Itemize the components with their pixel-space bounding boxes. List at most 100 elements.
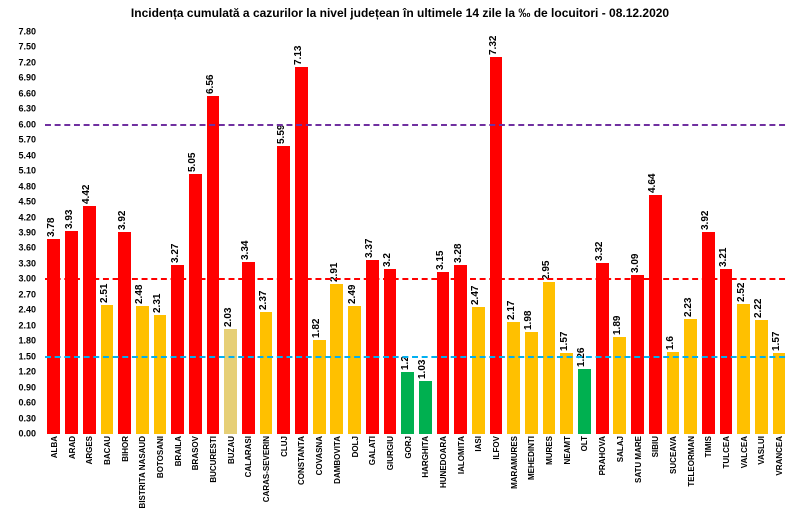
bar: 2.91 (330, 284, 343, 434)
bar-value-label: 3.93 (64, 210, 75, 229)
bar-slot: 7.32 (487, 32, 505, 434)
bar-slot: 2.37 (257, 32, 275, 434)
x-label-slot: PRAHOVA (593, 434, 611, 519)
incidence-chart: Incidența cumulată a cazurilor la nivel … (0, 0, 800, 519)
x-label-slot: COVASNA (310, 434, 328, 519)
bar: 1.82 (313, 340, 326, 434)
bar: 3.15 (437, 272, 450, 434)
bar-slot: 2.22 (753, 32, 771, 434)
bar-value-label: 4.64 (647, 173, 658, 192)
bar-slot: 3.34 (240, 32, 258, 434)
bar-value-label: 1.57 (771, 332, 782, 351)
x-label-slot: GORJ (399, 434, 417, 519)
y-tick-label: 0.00 (18, 430, 36, 439)
x-category-label: BIHOR (121, 436, 130, 462)
y-tick-label: 6.60 (18, 89, 36, 98)
bar-value-label: 2.51 (99, 283, 110, 302)
bar-value-label: 2.95 (541, 261, 552, 280)
bar-slot: 2.17 (505, 32, 523, 434)
x-category-label: GIURGIU (386, 436, 395, 470)
y-tick-label: 4.50 (18, 198, 36, 207)
bar-slot: 3.15 (434, 32, 452, 434)
bar: 1.57 (773, 353, 786, 434)
bar-value-label: 2.31 (152, 293, 163, 312)
bar-slot: 2.03 (222, 32, 240, 434)
x-category-label: SUCEAVA (669, 436, 678, 474)
x-category-label: BISTRITA NASAUD (138, 436, 147, 508)
bar: 1.57 (560, 353, 573, 434)
x-label-slot: IASI (470, 434, 488, 519)
bar-slot: 3.92 (116, 32, 134, 434)
bar: 2.95 (543, 282, 556, 434)
bar-slot: 1.26 (576, 32, 594, 434)
bar-value-label: 3.92 (117, 211, 128, 230)
bar: 3.93 (65, 231, 78, 434)
y-tick-label: 5.70 (18, 136, 36, 145)
y-tick-label: 2.40 (18, 306, 36, 315)
x-category-label: HARGHITA (421, 436, 430, 478)
x-category-label: CLUJ (280, 436, 289, 457)
bar-value-label: 2.91 (329, 263, 340, 282)
bar-value-label: 4.42 (81, 185, 92, 204)
bar: 3.78 (47, 239, 60, 434)
x-category-label: GALATI (368, 436, 377, 465)
x-label-slot: TELEORMAN (682, 434, 700, 519)
x-category-label: MARAMURES (510, 436, 519, 489)
bar: 4.42 (83, 206, 96, 434)
x-label-slot: BUCURESTI (204, 434, 222, 519)
bar-slot: 2.95 (540, 32, 558, 434)
bar: 3.2 (384, 269, 397, 434)
x-category-label: IASI (474, 436, 483, 452)
x-label-slot: VRANCEA (770, 434, 788, 519)
bar-value-label: 3.78 (46, 218, 57, 237)
y-tick-label: 2.10 (18, 321, 36, 330)
bar-slot: 3.32 (593, 32, 611, 434)
y-tick-label: 2.70 (18, 290, 36, 299)
x-category-label: SALAJ (616, 436, 625, 462)
bar-value-label: 3.28 (453, 244, 464, 263)
x-label-slot: ARAD (63, 434, 81, 519)
x-category-label: CONSTANTA (297, 436, 306, 485)
bar: 1.03 (419, 381, 432, 434)
x-category-label: COVASNA (315, 436, 324, 475)
bar-value-label: 1.98 (523, 311, 534, 330)
bar-slot: 2.47 (470, 32, 488, 434)
bar-value-label: 3.27 (170, 244, 181, 263)
x-label-slot: DOLJ (346, 434, 364, 519)
bar-slot: 6.56 (204, 32, 222, 434)
x-label-slot: CARAS-SEVERIN (257, 434, 275, 519)
x-category-label: TULCEA (722, 436, 731, 468)
bar-value-label: 1.26 (576, 348, 587, 367)
bar-slot: 3.37 (363, 32, 381, 434)
bar-slot: 3.92 (699, 32, 717, 434)
bar-slot: 2.23 (682, 32, 700, 434)
bar-slot: 3.93 (63, 32, 81, 434)
x-label-slot: SALAJ (611, 434, 629, 519)
bar-value-label: 5.59 (276, 124, 287, 143)
bar: 2.48 (136, 306, 149, 434)
bar-value-label: 2.37 (258, 290, 269, 309)
bar-slot: 2.91 (328, 32, 346, 434)
bar: 3.37 (366, 260, 379, 434)
bar-value-label: 2.23 (683, 298, 694, 317)
bar-slot: 3.78 (45, 32, 63, 434)
bar-slot: 5.05 (187, 32, 205, 434)
x-label-slot: MEHEDINTI (523, 434, 541, 519)
x-category-label: CALARASI (244, 436, 253, 477)
bar-value-label: 2.47 (470, 285, 481, 304)
x-category-label: SIBIU (651, 436, 660, 457)
bar-slot: 1.89 (611, 32, 629, 434)
bar: 2.37 (260, 312, 273, 434)
bar-slot: 1.6 (664, 32, 682, 434)
y-tick-label: 5.10 (18, 167, 36, 176)
x-category-label: BOTOSANI (156, 436, 165, 478)
x-label-slot: CLUJ (275, 434, 293, 519)
x-category-label: DOLJ (351, 436, 360, 457)
x-label-slot: GIURGIU (381, 434, 399, 519)
x-category-label: MURES (545, 436, 554, 465)
x-category-label: ARAD (68, 436, 77, 459)
x-category-label: CARAS-SEVERIN (262, 436, 271, 502)
bar-value-label: 3.34 (240, 240, 251, 259)
bar-value-label: 3.21 (718, 247, 729, 266)
bar-value-label: 3.09 (630, 253, 641, 272)
